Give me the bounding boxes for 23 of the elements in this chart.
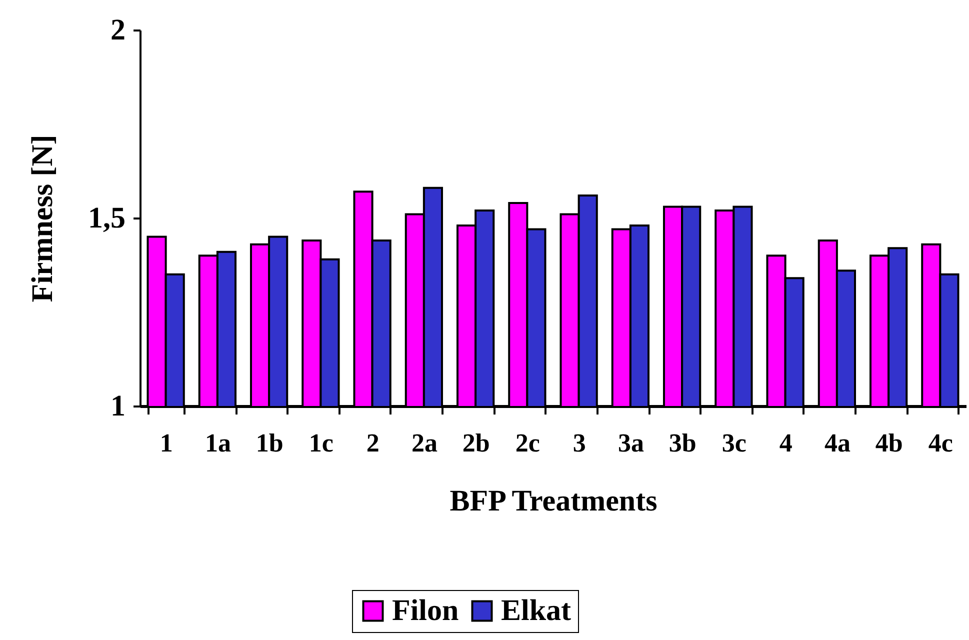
x-tick-label: 3a [618,428,644,458]
y-tick-label: 1 [110,390,126,422]
x-tick-label: 4a [824,428,850,458]
legend-label: Elkat [501,594,572,627]
x-tick-label: 3b [668,428,696,458]
y-tick-label: 2 [110,14,126,46]
legend-label: Filon [392,594,459,627]
x-tick-label: 2 [366,428,380,458]
x-tick-label: 4b [875,428,903,458]
x-axis-title: BFP Treatments [450,484,658,518]
x-tick-label: 3 [572,428,586,458]
x-tick-label: 1b [256,428,284,458]
x-tick-label: 3c [722,428,746,458]
x-tick-label: 1 [160,428,173,458]
x-tick-label: 4c [928,428,953,458]
y-tick-label: 1,5 [88,202,126,234]
x-tick-label: 2c [515,428,540,458]
x-tick-label: 2b [462,428,490,458]
x-tick-label: 4 [779,428,792,458]
y-axis-title: Firmness [N] [26,134,59,302]
x-tick-label: 1a [204,428,231,458]
x-tick-label: 1c [308,428,334,458]
x-tick-label: 2a [411,428,438,458]
